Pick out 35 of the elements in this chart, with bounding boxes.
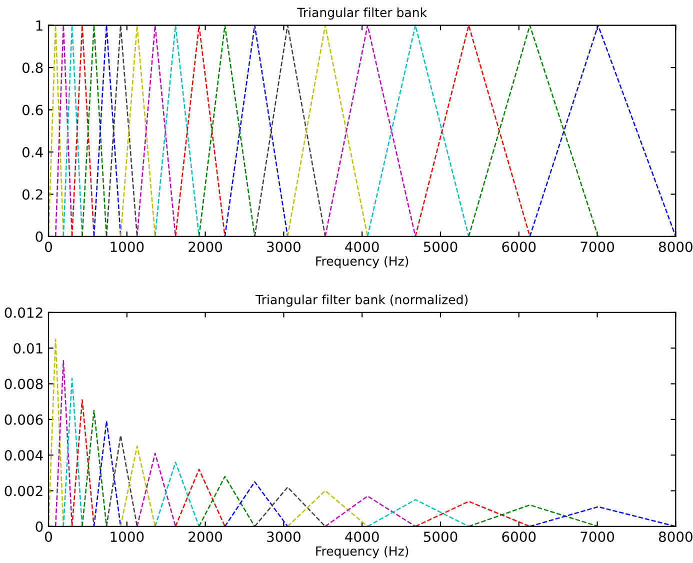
x-tick-label: 8000	[658, 242, 692, 252]
y-tick-label: 0.004	[4, 450, 43, 461]
x-tick-label: 6000	[502, 532, 536, 542]
x-tick-label: 0	[45, 242, 52, 252]
x-tick-label: 4000	[345, 242, 379, 252]
x-tick-label: 5000	[424, 242, 458, 252]
x-tick-label: 2000	[188, 532, 222, 542]
y-tick-label: 1	[36, 20, 42, 31]
chart-title: Triangular filter bank (normalized)	[256, 294, 468, 307]
x-axis-title: Frequency (Hz)	[316, 256, 408, 268]
y-tick-label: 0.006	[4, 414, 43, 425]
y-tick-label: 0.012	[4, 307, 42, 318]
y-tick-label: 0	[36, 521, 43, 532]
x-tick-label: 2000	[188, 242, 222, 252]
x-tick-label: 7000	[580, 532, 614, 542]
y-tick-label: 0.008	[4, 378, 43, 390]
chart-title: Triangular filter bank	[297, 8, 428, 20]
x-axis-title: Frequency (Hz)	[316, 546, 408, 558]
y-tick-label: 0.8	[22, 62, 43, 74]
x-tick-label: 1000	[110, 242, 144, 252]
y-tick-label: 0.6	[22, 104, 43, 116]
y-tick-label: 0	[36, 231, 43, 242]
y-tick-label: 0.2	[22, 189, 42, 200]
y-tick-label: 0.4	[22, 146, 43, 158]
y-tick-label: 0.002	[4, 486, 42, 496]
x-tick-label: 3000	[267, 532, 300, 542]
x-tick-label: 5000	[424, 532, 458, 542]
x-tick-label: 0	[45, 532, 52, 542]
x-tick-label: 6000	[502, 242, 536, 252]
y-tick-label: 0.01	[14, 343, 42, 354]
x-tick-label: 7000	[580, 242, 614, 252]
x-tick-label: 1000	[110, 532, 144, 542]
x-tick-label: 4000	[345, 532, 379, 542]
x-tick-label: 8000	[658, 532, 692, 542]
x-tick-label: 3000	[267, 242, 300, 252]
